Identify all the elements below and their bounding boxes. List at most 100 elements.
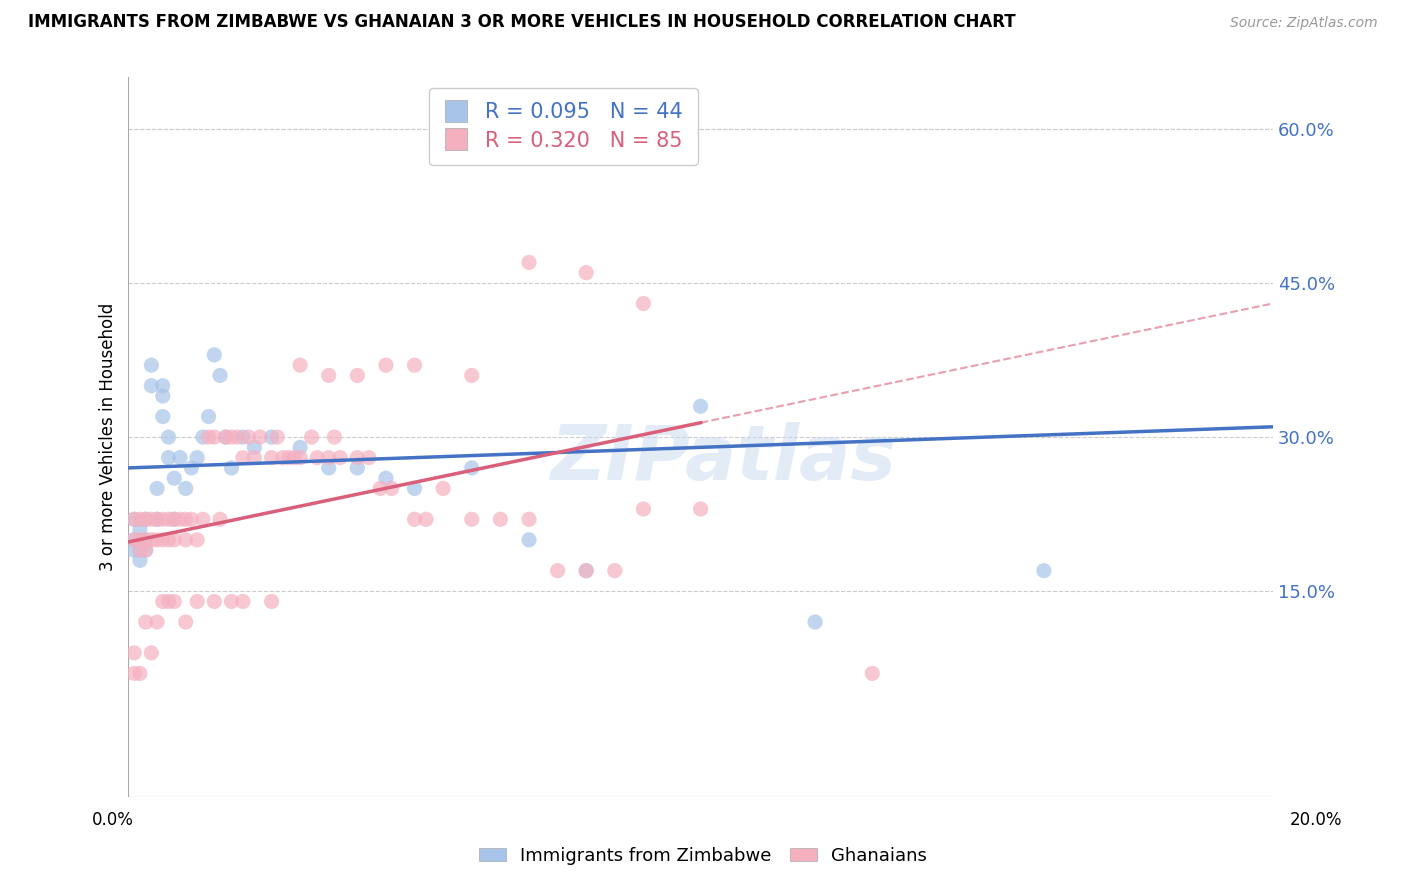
Point bbox=[415, 512, 437, 526]
Point bbox=[146, 533, 169, 547]
Text: Source: ZipAtlas.com: Source: ZipAtlas.com bbox=[1230, 16, 1378, 29]
Point bbox=[146, 482, 169, 496]
Point bbox=[307, 450, 329, 465]
Point bbox=[129, 553, 152, 567]
Point bbox=[174, 482, 197, 496]
Point bbox=[122, 533, 145, 547]
Point bbox=[266, 430, 288, 444]
Point bbox=[157, 430, 180, 444]
Point bbox=[277, 450, 299, 465]
Point bbox=[860, 666, 883, 681]
Point bbox=[260, 430, 283, 444]
Point bbox=[163, 512, 186, 526]
Point bbox=[271, 450, 294, 465]
Point bbox=[283, 450, 305, 465]
Point bbox=[129, 533, 152, 547]
Point bbox=[318, 461, 340, 475]
Point bbox=[141, 358, 163, 372]
Point bbox=[346, 450, 368, 465]
Point bbox=[186, 594, 208, 608]
Point bbox=[135, 533, 157, 547]
Text: 20.0%: 20.0% bbox=[1291, 811, 1343, 829]
Point bbox=[135, 543, 157, 558]
Point bbox=[208, 512, 231, 526]
Point bbox=[180, 461, 202, 475]
Point bbox=[243, 450, 266, 465]
Point bbox=[129, 543, 152, 558]
Point bbox=[129, 523, 152, 537]
Point bbox=[152, 409, 174, 424]
Point bbox=[146, 615, 169, 629]
Point bbox=[381, 482, 404, 496]
Point bbox=[141, 378, 163, 392]
Text: IMMIGRANTS FROM ZIMBABWE VS GHANAIAN 3 OR MORE VEHICLES IN HOUSEHOLD CORRELATION: IMMIGRANTS FROM ZIMBABWE VS GHANAIAN 3 O… bbox=[28, 12, 1015, 30]
Point bbox=[288, 441, 311, 455]
Point bbox=[368, 482, 391, 496]
Text: 0.0%: 0.0% bbox=[91, 811, 134, 829]
Point bbox=[163, 533, 186, 547]
Point bbox=[135, 512, 157, 526]
Point bbox=[221, 461, 243, 475]
Text: ZIPatlas: ZIPatlas bbox=[551, 422, 897, 496]
Point bbox=[804, 615, 827, 629]
Point bbox=[215, 430, 238, 444]
Point bbox=[146, 512, 169, 526]
Point bbox=[152, 389, 174, 403]
Point bbox=[129, 666, 152, 681]
Point bbox=[197, 409, 219, 424]
Point bbox=[157, 594, 180, 608]
Point bbox=[517, 533, 540, 547]
Legend: R = 0.095   N = 44, R = 0.320   N = 85: R = 0.095 N = 44, R = 0.320 N = 85 bbox=[429, 87, 697, 165]
Point bbox=[461, 368, 484, 383]
Point bbox=[135, 615, 157, 629]
Point bbox=[1032, 564, 1054, 578]
Point bbox=[152, 594, 174, 608]
Point bbox=[174, 533, 197, 547]
Point bbox=[180, 512, 202, 526]
Point bbox=[197, 430, 219, 444]
Point bbox=[575, 266, 598, 280]
Point bbox=[547, 564, 569, 578]
Point bbox=[346, 368, 368, 383]
Point bbox=[129, 543, 152, 558]
Point bbox=[404, 482, 426, 496]
Point bbox=[432, 482, 454, 496]
Point bbox=[191, 512, 214, 526]
Point bbox=[221, 594, 243, 608]
Point bbox=[163, 594, 186, 608]
Point bbox=[141, 646, 163, 660]
Point bbox=[404, 358, 426, 372]
Legend: Immigrants from Zimbabwe, Ghanaians: Immigrants from Zimbabwe, Ghanaians bbox=[470, 838, 936, 874]
Point bbox=[191, 430, 214, 444]
Point bbox=[357, 450, 380, 465]
Point bbox=[135, 543, 157, 558]
Point bbox=[122, 543, 145, 558]
Point bbox=[135, 533, 157, 547]
Point bbox=[288, 450, 311, 465]
Point bbox=[689, 399, 711, 413]
Point bbox=[243, 441, 266, 455]
Point bbox=[122, 512, 145, 526]
Point bbox=[232, 450, 254, 465]
Point bbox=[169, 450, 191, 465]
Point bbox=[146, 512, 169, 526]
Point bbox=[461, 461, 484, 475]
Point bbox=[318, 450, 340, 465]
Point bbox=[152, 378, 174, 392]
Point bbox=[329, 450, 352, 465]
Point bbox=[169, 512, 191, 526]
Point bbox=[575, 564, 598, 578]
Point bbox=[323, 430, 346, 444]
Point bbox=[152, 512, 174, 526]
Point bbox=[141, 533, 163, 547]
Point bbox=[633, 502, 655, 516]
Point bbox=[174, 615, 197, 629]
Point bbox=[186, 533, 208, 547]
Point bbox=[689, 502, 711, 516]
Point bbox=[141, 512, 163, 526]
Point bbox=[174, 512, 197, 526]
Point bbox=[489, 512, 512, 526]
Point bbox=[221, 430, 243, 444]
Point bbox=[157, 450, 180, 465]
Point bbox=[260, 450, 283, 465]
